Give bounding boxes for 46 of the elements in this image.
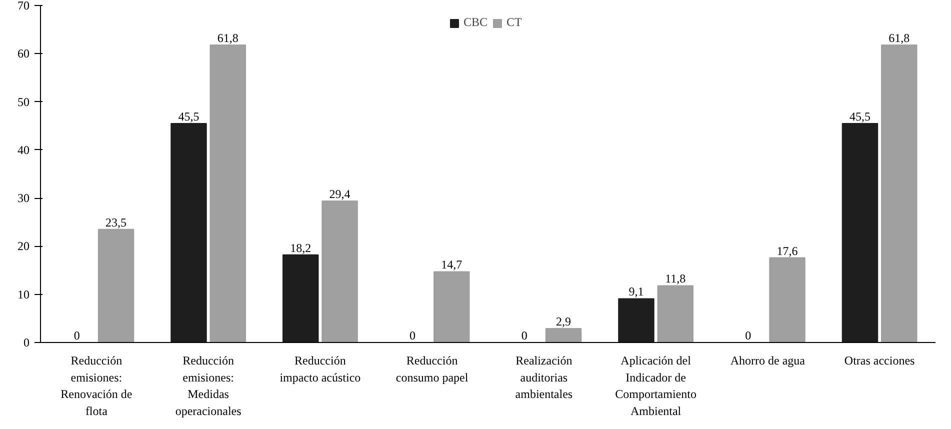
- data-label: 2,9: [556, 314, 572, 329]
- x-tick-label: Reducción emisiones: Medidas operacionales: [175, 354, 242, 418]
- data-label: 0: [409, 328, 416, 342]
- x-tick-label: Otras acciones: [844, 354, 916, 368]
- y-tick-label: 50: [18, 94, 30, 109]
- x-tick-label: Reducción impacto acústico: [280, 354, 361, 384]
- x-tick-label: Reducción emisiones: Renovación de flota: [60, 354, 132, 418]
- x-tick-label: Ahorro de agua: [730, 354, 806, 368]
- bar: [282, 254, 319, 342]
- data-label: 18,2: [290, 240, 312, 255]
- data-label: 0: [74, 328, 80, 342]
- y-tick-label: 30: [18, 191, 30, 206]
- bar: [98, 228, 134, 342]
- x-tick-label: Reducción consumo papel: [396, 354, 469, 384]
- y-tick-label: 40: [18, 142, 30, 157]
- y-tick-label: 0: [24, 336, 30, 350]
- bar: [322, 200, 358, 342]
- data-label: 0: [745, 328, 752, 342]
- bar: [618, 298, 654, 342]
- data-label: 17,6: [776, 244, 798, 258]
- data-label: 45,5: [178, 109, 200, 124]
- legend-label: CBC: [463, 15, 488, 30]
- data-label: 29,4: [329, 186, 350, 201]
- bar: [657, 285, 694, 342]
- data-label: 14,7: [441, 258, 462, 272]
- y-tick-label: 60: [18, 46, 30, 61]
- y-tick-label: 10: [18, 287, 30, 302]
- bar: [434, 271, 470, 342]
- x-tick-label: Aplicación del Indicador de Comportamiento Ambiental: [615, 354, 696, 418]
- data-label: 0: [521, 328, 528, 342]
- data-label: 45,5: [849, 109, 870, 124]
- data-label: 61,8: [888, 30, 910, 45]
- x-tick-label: Realización auditorias ambientales: [515, 354, 573, 402]
- bar: [842, 122, 878, 342]
- y-tick-label: 70: [18, 0, 30, 12]
- bar: [170, 122, 207, 342]
- y-tick-label: 20: [18, 239, 30, 254]
- bar: [545, 328, 582, 342]
- data-label: 61,8: [217, 30, 238, 45]
- data-label: 23,5: [106, 215, 127, 230]
- data-label: 11,8: [665, 272, 686, 286]
- legend-label: CT: [506, 15, 523, 30]
- bar: [210, 44, 246, 342]
- bar: [769, 257, 806, 342]
- data-label: 9,1: [628, 284, 644, 299]
- bar: [881, 44, 918, 342]
